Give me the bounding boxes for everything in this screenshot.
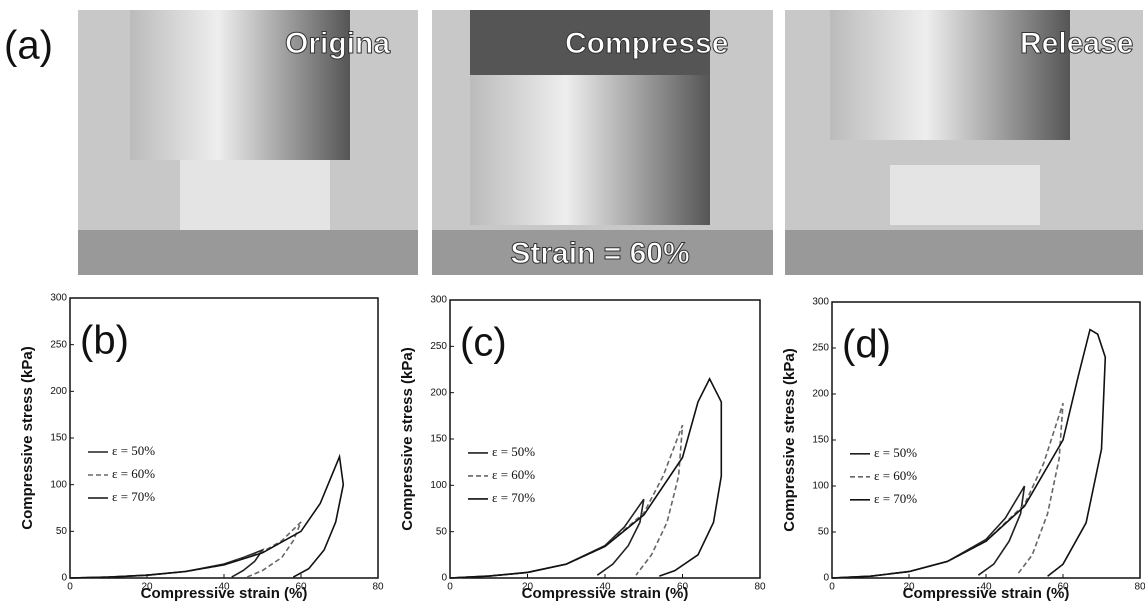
- x-tick-label: 80: [1134, 582, 1145, 593]
- x-tick-label: 40: [980, 582, 992, 593]
- x-tick-label: 20: [141, 582, 153, 593]
- y-tick-label: 250: [812, 343, 829, 354]
- x-tick-label: 80: [372, 582, 384, 593]
- legend-label: ε = 70%: [112, 489, 155, 504]
- y-tick-label: 250: [50, 339, 67, 350]
- y-tick-label: 50: [436, 526, 448, 537]
- y-tick-label: 200: [50, 386, 67, 397]
- y-tick-label: 150: [50, 433, 67, 444]
- y-tick-label: 50: [818, 527, 830, 538]
- legend-label: ε = 70%: [874, 491, 917, 506]
- photo: [785, 10, 1143, 275]
- y-tick-label: 100: [430, 480, 447, 491]
- y-tick-label: 50: [56, 526, 68, 537]
- x-axis-label: Compressive strain (%): [141, 585, 308, 601]
- curve: [831, 328, 1107, 579]
- x-tick-label: 40: [599, 582, 611, 593]
- legend-label: ε = 50%: [492, 444, 535, 459]
- y-axis-label: Compressive stress (kPa): [19, 346, 36, 529]
- photo-caption: Compresse: [565, 27, 728, 60]
- photo: [78, 10, 418, 275]
- y-tick-label: 100: [812, 481, 829, 492]
- y-tick-label: 0: [61, 573, 67, 584]
- y-tick-label: 100: [50, 479, 67, 490]
- photo-caption: Release: [1020, 27, 1133, 60]
- curve: [69, 521, 302, 579]
- y-tick-label: 150: [812, 435, 829, 446]
- legend-label: ε = 60%: [874, 468, 917, 483]
- x-tick-label: 40: [218, 582, 230, 593]
- x-tick-label: 60: [1057, 582, 1069, 593]
- photo: [432, 10, 773, 275]
- x-tick-label: 0: [447, 582, 453, 593]
- y-tick-label: 250: [430, 341, 447, 352]
- panel-label: (b): [80, 319, 129, 363]
- y-tick-label: 300: [50, 293, 67, 304]
- y-tick-label: 300: [812, 297, 829, 308]
- y-tick-label: 0: [441, 573, 447, 584]
- x-tick-label: 20: [903, 582, 915, 593]
- x-tick-label: 0: [67, 582, 73, 593]
- curve: [449, 377, 723, 579]
- curve: [831, 402, 1064, 579]
- y-tick-label: 300: [430, 295, 447, 306]
- curve: [69, 453, 345, 579]
- x-tick-label: 20: [522, 582, 534, 593]
- x-axis-label: Compressive strain (%): [903, 585, 1070, 601]
- legend-label: ε = 60%: [112, 466, 155, 481]
- x-tick-label: 60: [295, 582, 307, 593]
- y-tick-label: 200: [812, 389, 829, 400]
- x-axis-label: Compressive strain (%): [522, 585, 689, 601]
- x-tick-label: 0: [829, 582, 835, 593]
- legend-label: ε = 60%: [492, 467, 535, 482]
- y-axis-label: Compressive stress (kPa): [399, 347, 416, 530]
- y-axis-label: Compressive stress (kPa): [781, 348, 798, 531]
- y-tick-label: 150: [430, 434, 447, 445]
- y-tick-label: 200: [430, 387, 447, 398]
- panel-label: (d): [842, 323, 891, 367]
- x-tick-label: 80: [754, 582, 766, 593]
- legend-label: ε = 50%: [874, 445, 917, 460]
- legend-label: ε = 50%: [112, 443, 155, 458]
- y-tick-label: 0: [823, 573, 829, 584]
- curve: [449, 424, 684, 579]
- photo-caption: Origina: [285, 27, 390, 60]
- panel-label: (a): [4, 24, 53, 68]
- photo-note: Strain = 60%: [510, 237, 689, 270]
- x-tick-label: 60: [677, 582, 689, 593]
- panel-label: (c): [460, 321, 507, 365]
- legend-label: ε = 70%: [492, 490, 535, 505]
